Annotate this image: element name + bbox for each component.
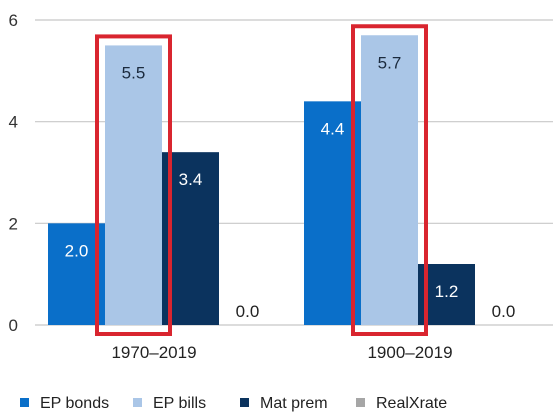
category-labels: 1970–2019 1900–2019 (111, 343, 452, 362)
legend-label: EP bills (153, 395, 206, 412)
data-labels: 2.0 5.5 3.4 0.0 4.4 5.7 1.2 0.0 (65, 53, 516, 321)
legend-label: EP bonds (40, 395, 109, 412)
data-label: 0.0 (236, 302, 260, 321)
data-label: 1.2 (435, 282, 459, 301)
data-label: 3.4 (179, 170, 203, 189)
y-tick-label: 2 (9, 214, 18, 233)
data-label: 4.4 (321, 119, 345, 138)
data-label: 2.0 (65, 241, 89, 260)
data-label: 0.0 (492, 302, 516, 321)
bar-ep-bills (361, 35, 418, 325)
category-label: 1900–2019 (367, 343, 452, 362)
y-tick-label: 6 (9, 11, 18, 30)
y-axis-ticks: 0 2 4 6 (9, 11, 18, 335)
y-tick-label: 0 (9, 316, 18, 335)
data-label: 5.5 (122, 63, 146, 82)
legend: EP bonds EP bills Mat prem RealXrate (20, 395, 447, 412)
bar-ep-bills (105, 45, 162, 326)
legend-swatch (240, 398, 249, 407)
bars (48, 35, 475, 326)
legend-swatch (133, 398, 142, 407)
highlight-box (351, 24, 428, 336)
legend-label: Mat prem (260, 395, 328, 412)
category-label: 1970–2019 (111, 343, 196, 362)
y-tick-label: 4 (9, 113, 18, 132)
highlight-box (95, 34, 172, 337)
legend-label: RealXrate (376, 395, 447, 412)
data-label: 5.7 (378, 53, 402, 72)
legend-swatch (20, 398, 29, 407)
legend-swatch (356, 398, 365, 407)
highlight-boxes (95, 24, 428, 337)
